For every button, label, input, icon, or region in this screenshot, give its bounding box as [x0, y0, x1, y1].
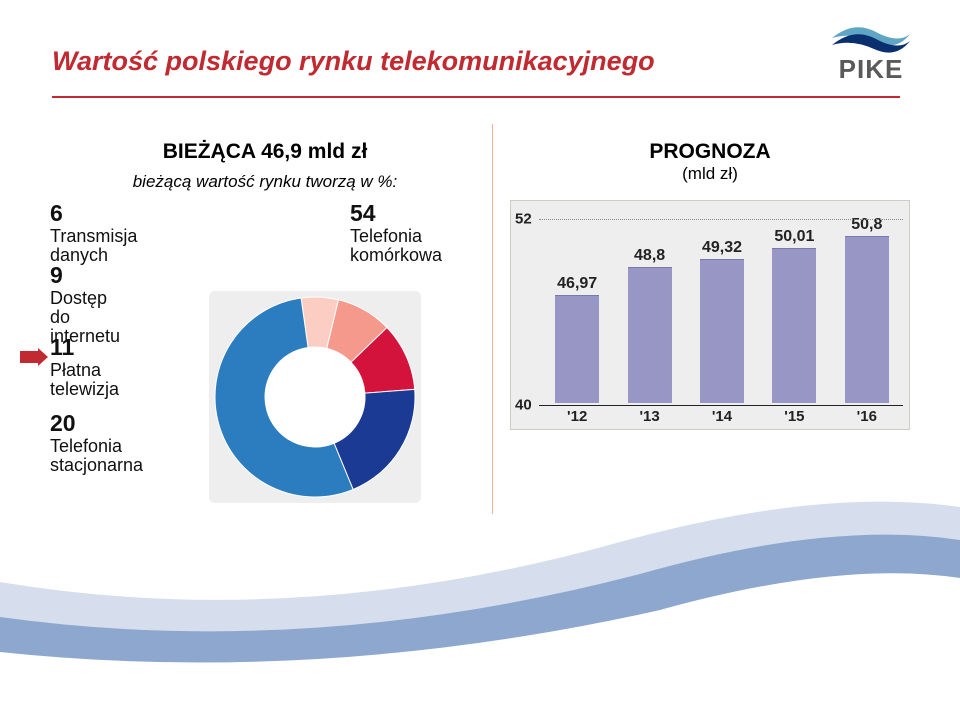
current-subheading: bieżącą wartość rynku tworzą w %:	[50, 172, 480, 192]
content: BIEŻĄCA 46,9 mld zł bieżącą wartość rynk…	[0, 120, 960, 702]
donut-label-text: Telefoniakomórkowa	[350, 227, 442, 265]
x-axis-label: '12	[549, 408, 605, 425]
bar-chart: 46,97'1248,8'1349,32'1450,01'1550,8'16 4…	[510, 200, 910, 430]
bar	[700, 259, 744, 403]
donut-chart	[205, 287, 425, 507]
donut-label-pct: 20	[50, 412, 143, 435]
x-axis-label: '15	[766, 408, 822, 425]
donut-label: 20Telefoniastacjonarna	[50, 412, 143, 475]
bar-value: 46,97	[549, 275, 605, 293]
vertical-divider	[492, 124, 493, 514]
x-axis-label: '16	[839, 408, 895, 425]
donut-label-text: Transmisja danych	[50, 227, 137, 265]
y-axis-tick: 52	[515, 211, 532, 228]
current-panel: BIEŻĄCA 46,9 mld zł bieżącą wartość rynk…	[50, 120, 480, 532]
forecast-heading: PROGNOZA	[510, 140, 910, 164]
bar	[555, 295, 599, 403]
donut-label: 6Transmisja danych	[50, 202, 137, 265]
donut-label-pct: 9	[50, 264, 120, 287]
bar-value: 49,32	[694, 239, 750, 257]
bar-columns: 46,97'1248,8'1349,32'1450,01'1550,8'16	[541, 201, 901, 403]
donut-wrap	[205, 287, 425, 512]
forecast-subheading: (mld zł)	[510, 164, 910, 184]
page-title: Wartość polskiego rynku telekomunikacyjn…	[52, 46, 900, 77]
donut-label-text: Telefoniastacjonarna	[50, 437, 143, 475]
bar-value: 50,01	[766, 228, 822, 246]
donut-label: 54Telefoniakomórkowa	[350, 202, 442, 265]
donut-label-pct: 54	[350, 202, 442, 225]
donut-label-pct: 6	[50, 202, 137, 225]
x-axis-label: '14	[694, 408, 750, 425]
donut-label-pct: 11	[50, 336, 119, 359]
highlight-arrow-icon	[20, 348, 48, 371]
title-underline	[52, 96, 900, 98]
current-heading: BIEŻĄCA 46,9 mld zł	[50, 140, 480, 164]
x-axis-label: '13	[622, 408, 678, 425]
y-axis-tick: 40	[515, 397, 532, 414]
y-grid-line	[539, 219, 903, 220]
bar	[845, 236, 889, 403]
bar-value: 48,8	[622, 247, 678, 265]
donut-label-text: Płatnatelewizja	[50, 361, 119, 399]
donut-label: 11Płatnatelewizja	[50, 336, 119, 399]
baseline	[539, 405, 903, 406]
bar	[772, 248, 816, 403]
forecast-panel: PROGNOZA (mld zł) 46,97'1248,8'1349,32'1…	[510, 120, 910, 430]
footer-swoosh-icon	[0, 482, 960, 702]
bar	[628, 267, 672, 403]
